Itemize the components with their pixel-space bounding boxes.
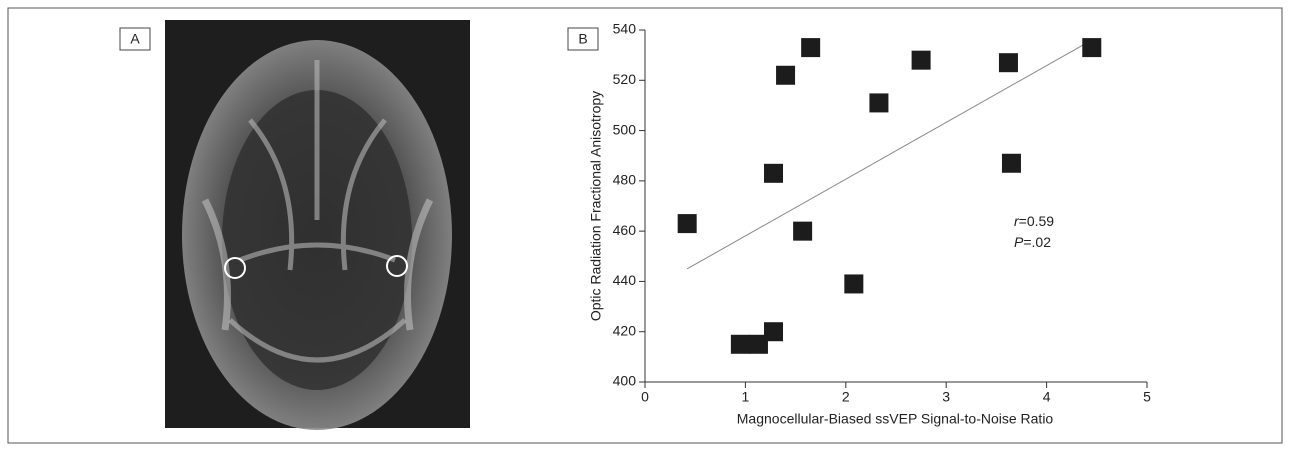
point	[998, 53, 1018, 73]
x-tick-label: 0	[641, 389, 649, 405]
panel-label: A	[130, 31, 140, 47]
point	[801, 38, 821, 58]
annotation-text: =0.59	[1019, 213, 1055, 229]
y-tick-label: 520	[613, 71, 637, 87]
panel-label-box	[119, 27, 151, 51]
x-tick-label: 5	[1143, 389, 1151, 405]
x-axis-label: Magnocellular-Biased ssVEP Signal-to-Noi…	[737, 411, 1054, 427]
point	[748, 334, 768, 354]
annotation-italic: r	[1014, 213, 1020, 229]
trend-line	[686, 39, 1093, 270]
brain-image	[165, 20, 470, 430]
panel-label: B	[578, 31, 587, 47]
y-tick-label: 460	[613, 222, 637, 238]
x-tick-label: 3	[942, 389, 950, 405]
annotation-italic: P	[1014, 234, 1024, 250]
y-tick-label: 420	[613, 322, 637, 338]
point	[776, 65, 796, 85]
point	[793, 221, 813, 241]
x-tick-label: 4	[1043, 389, 1051, 405]
y-axis-label: Optic Radiation Fractional Anisotropy	[588, 91, 604, 321]
panel-label-box	[567, 27, 599, 51]
point	[764, 322, 784, 342]
y-tick-label: 500	[613, 121, 637, 137]
figure-border	[7, 7, 1283, 444]
x-tick-label: 1	[742, 389, 750, 405]
point	[869, 93, 889, 113]
y-tick-label: 480	[613, 172, 637, 188]
annotation-text: =.02	[1023, 234, 1051, 250]
y-tick-label: 400	[613, 373, 637, 389]
y-tick-label: 440	[613, 272, 637, 288]
point	[730, 334, 750, 354]
point	[844, 274, 864, 294]
annotation: P=.02	[1014, 234, 1051, 250]
annotation: r=0.59	[1014, 213, 1054, 229]
y-tick-label: 540	[613, 21, 637, 37]
point	[764, 163, 784, 183]
point	[911, 50, 931, 70]
x-tick-label: 2	[842, 389, 850, 405]
point	[1001, 153, 1021, 173]
point	[1082, 38, 1102, 58]
point	[677, 214, 697, 234]
